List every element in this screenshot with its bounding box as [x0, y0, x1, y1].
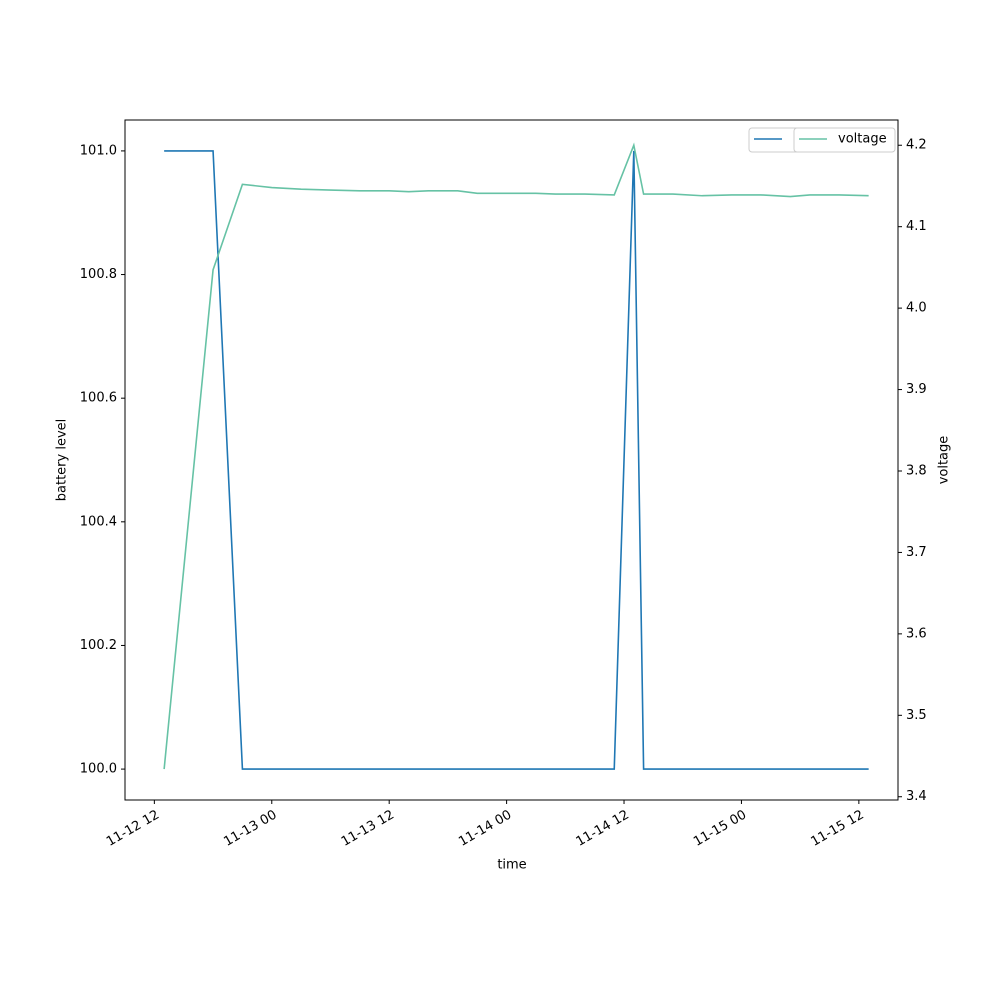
- y2-tick-label: 3.4: [906, 789, 927, 804]
- y2-tick-label: 4.1: [906, 219, 927, 234]
- y-tick-label: 100.2: [80, 638, 117, 653]
- y2-tick-label: 3.9: [906, 382, 927, 397]
- y-tick-label: 101.0: [80, 143, 117, 158]
- x-tick-label: 11-14 00: [456, 808, 514, 850]
- plot-frame: [124, 119, 899, 801]
- y-tick-label: 100.0: [80, 762, 117, 777]
- x-tick-label: 11-15 12: [808, 808, 866, 850]
- y-axis-label: battery level: [55, 419, 70, 502]
- y2-tick-label: 3.7: [906, 545, 927, 560]
- y-tick-label: 100.8: [80, 267, 117, 282]
- x-tick-label: 11-13 12: [339, 808, 397, 850]
- x-axis-label: time: [497, 858, 526, 873]
- y2-tick-label: 3.6: [906, 626, 927, 641]
- y2-tick-label: 3.5: [906, 708, 927, 723]
- x-tick-label: 11-13 00: [221, 808, 279, 850]
- x-tick-label: 11-15 00: [691, 808, 749, 850]
- line-series: [164, 150, 869, 770]
- y2-tick-label: 3.8: [906, 463, 927, 478]
- legend-box: [793, 127, 896, 153]
- y2-tick-label: 4.0: [906, 301, 927, 316]
- legend-label: voltage: [838, 132, 887, 147]
- x-tick-label: 11-14 12: [574, 808, 632, 850]
- y2-tick-label: 4.2: [906, 138, 927, 153]
- y-tick-label: 100.6: [80, 391, 117, 406]
- y2-axis-label: voltage: [937, 436, 952, 485]
- line-series: [163, 142, 869, 770]
- x-tick-label: 11-12 12: [104, 808, 162, 850]
- y-tick-label: 100.4: [80, 514, 117, 529]
